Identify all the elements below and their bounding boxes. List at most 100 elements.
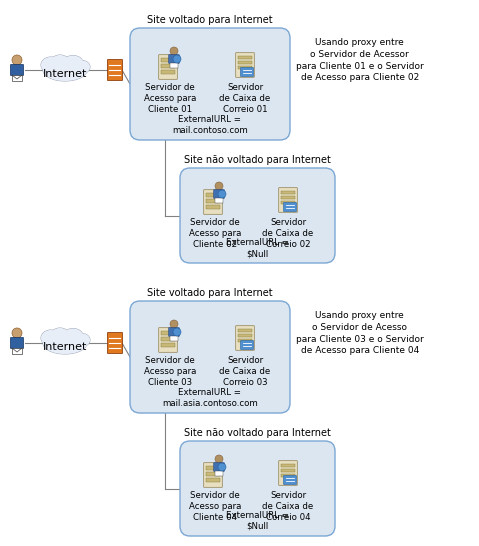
FancyBboxPatch shape <box>130 28 290 140</box>
Bar <box>238 61 252 64</box>
Text: Site não voltado para Internet: Site não voltado para Internet <box>184 155 331 165</box>
FancyBboxPatch shape <box>240 68 253 76</box>
Circle shape <box>218 190 226 198</box>
Ellipse shape <box>43 332 87 354</box>
FancyBboxPatch shape <box>204 189 222 214</box>
Circle shape <box>12 55 22 65</box>
Text: Servidor de
Acesso para
Cliente 04: Servidor de Acesso para Cliente 04 <box>189 491 241 522</box>
Bar <box>206 478 220 482</box>
Ellipse shape <box>41 57 61 73</box>
Text: ExternalURL =
mail.asia.contoso.com: ExternalURL = mail.asia.contoso.com <box>162 388 258 408</box>
FancyBboxPatch shape <box>279 461 297 485</box>
FancyBboxPatch shape <box>214 462 224 471</box>
Ellipse shape <box>51 328 69 342</box>
Bar <box>206 193 220 197</box>
Ellipse shape <box>74 334 90 347</box>
Text: Internet: Internet <box>43 69 87 79</box>
Text: Site não voltado para Internet: Site não voltado para Internet <box>184 428 331 438</box>
Bar <box>161 70 175 74</box>
FancyBboxPatch shape <box>11 64 23 75</box>
Circle shape <box>173 55 181 63</box>
Ellipse shape <box>63 329 83 343</box>
Bar <box>281 474 295 477</box>
Bar <box>238 334 252 337</box>
Text: Servidor de
Acesso para
Cliente 01: Servidor de Acesso para Cliente 01 <box>144 83 196 114</box>
Bar <box>161 337 175 341</box>
FancyBboxPatch shape <box>284 203 297 211</box>
Bar <box>206 466 220 470</box>
Bar <box>281 464 295 467</box>
Bar <box>161 343 175 347</box>
FancyBboxPatch shape <box>107 333 123 353</box>
Bar <box>238 339 252 342</box>
Ellipse shape <box>41 330 61 346</box>
Bar <box>238 329 252 332</box>
FancyBboxPatch shape <box>180 168 335 263</box>
Bar <box>281 191 295 194</box>
Ellipse shape <box>41 57 61 73</box>
Text: ExternalURL =
$Null: ExternalURL = $Null <box>226 238 289 258</box>
Bar <box>161 64 175 68</box>
Circle shape <box>218 463 226 471</box>
Ellipse shape <box>51 328 69 342</box>
Circle shape <box>215 455 223 463</box>
Text: Usando proxy entre
o Servidor de Acesso
para Cliente 03 e o Servidor
de Acesso p: Usando proxy entre o Servidor de Acesso … <box>296 311 424 355</box>
Ellipse shape <box>74 61 90 74</box>
Bar <box>238 56 252 59</box>
FancyBboxPatch shape <box>204 462 222 487</box>
Text: ExternalURL =
$Null: ExternalURL = $Null <box>226 511 289 531</box>
Bar <box>281 196 295 199</box>
FancyBboxPatch shape <box>169 328 179 336</box>
Bar <box>215 198 223 203</box>
FancyBboxPatch shape <box>159 55 177 79</box>
Ellipse shape <box>74 61 90 74</box>
Ellipse shape <box>74 334 90 347</box>
Text: Servidor
de Caixa de
Correio 02: Servidor de Caixa de Correio 02 <box>262 218 314 249</box>
Ellipse shape <box>41 330 61 346</box>
FancyBboxPatch shape <box>236 53 254 78</box>
Bar <box>161 58 175 62</box>
Text: Servidor
de Caixa de
Correio 03: Servidor de Caixa de Correio 03 <box>219 356 271 387</box>
Text: Usando proxy entre
o Servidor de Acessor
para Cliente 01 e o Servidor
de Acesso : Usando proxy entre o Servidor de Acessor… <box>296 38 424 82</box>
FancyBboxPatch shape <box>169 55 179 63</box>
FancyBboxPatch shape <box>11 337 23 348</box>
Ellipse shape <box>63 56 83 70</box>
Text: Servidor de
Acesso para
Cliente 02: Servidor de Acesso para Cliente 02 <box>189 218 241 249</box>
Bar <box>238 66 252 69</box>
Bar <box>281 201 295 204</box>
Circle shape <box>173 328 181 336</box>
FancyBboxPatch shape <box>284 476 297 484</box>
Text: Internet: Internet <box>43 342 87 352</box>
Bar <box>281 469 295 472</box>
Circle shape <box>215 182 223 190</box>
FancyBboxPatch shape <box>180 441 335 536</box>
Text: Servidor
de Caixa de
Correio 01: Servidor de Caixa de Correio 01 <box>219 83 271 114</box>
Bar <box>12 348 22 354</box>
Text: Servidor
de Caixa de
Correio 04: Servidor de Caixa de Correio 04 <box>262 491 314 522</box>
FancyBboxPatch shape <box>159 328 177 352</box>
FancyBboxPatch shape <box>214 189 224 198</box>
Bar <box>206 205 220 209</box>
FancyBboxPatch shape <box>236 326 254 351</box>
Bar <box>206 199 220 203</box>
FancyBboxPatch shape <box>107 60 123 80</box>
FancyBboxPatch shape <box>279 188 297 212</box>
Ellipse shape <box>63 56 83 70</box>
Bar <box>170 63 178 68</box>
FancyBboxPatch shape <box>240 341 253 349</box>
FancyBboxPatch shape <box>130 301 290 413</box>
Text: Site voltado para Internet: Site voltado para Internet <box>147 288 273 298</box>
Bar <box>170 336 178 341</box>
Bar <box>12 75 22 81</box>
Text: ExternalURL =
mail.contoso.com: ExternalURL = mail.contoso.com <box>172 115 248 135</box>
Ellipse shape <box>51 55 69 69</box>
Circle shape <box>170 47 178 55</box>
Ellipse shape <box>43 59 87 81</box>
Circle shape <box>170 320 178 328</box>
Circle shape <box>12 328 22 338</box>
Ellipse shape <box>43 332 87 354</box>
Ellipse shape <box>63 329 83 343</box>
Bar <box>206 472 220 476</box>
Ellipse shape <box>51 55 69 69</box>
Bar <box>161 331 175 335</box>
